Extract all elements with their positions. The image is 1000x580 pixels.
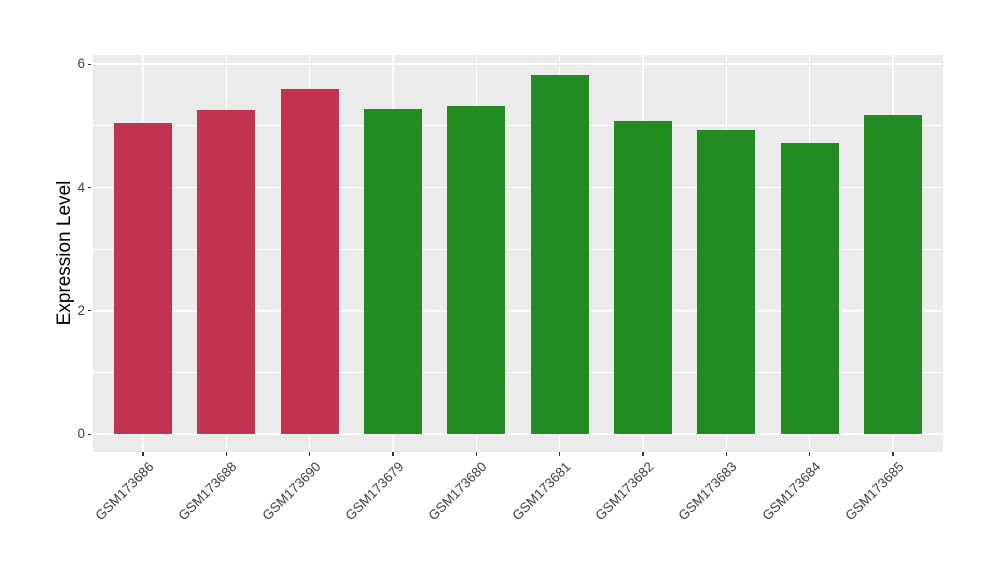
bar-GSM173685 (863, 115, 923, 435)
gridline-major-y (93, 186, 943, 189)
y-tick-mark (87, 433, 91, 435)
x-tick-mark (142, 452, 144, 456)
gridline-major-y (93, 433, 943, 435)
x-tick-mark (809, 452, 811, 456)
x-tick-mark (559, 452, 561, 456)
bar-GSM173690 (280, 88, 339, 435)
y-axis-title: Expression Level (54, 180, 75, 326)
bar-GSM173680 (447, 106, 506, 435)
y-tick-mark (87, 310, 91, 312)
y-tick-mark (87, 63, 91, 65)
bar-GSM173683 (697, 129, 756, 435)
x-tick-mark (725, 452, 727, 456)
y-tick-label: 6 (77, 56, 85, 72)
bar-GSM173688 (197, 110, 256, 435)
x-tick-mark (642, 452, 644, 456)
bar-GSM173681 (530, 75, 589, 435)
x-tick-mark (892, 452, 894, 456)
x-tick-mark (392, 452, 394, 456)
bar-GSM173679 (363, 109, 423, 435)
bar-GSM173684 (780, 143, 839, 435)
y-tick-label: 4 (77, 179, 85, 195)
gridline-major-y (93, 63, 943, 65)
gridline-major-y (93, 310, 943, 312)
x-tick-mark (309, 452, 311, 456)
y-tick-label: 2 (77, 302, 85, 318)
plot-panel (93, 55, 943, 452)
x-tick-mark (225, 452, 227, 456)
gridline-minor-y (93, 125, 943, 127)
gridline-minor-y (93, 248, 943, 250)
bar-GSM173682 (613, 120, 673, 435)
gridline-minor-y (93, 372, 943, 373)
x-tick-mark (475, 452, 477, 456)
bar-GSM173686 (113, 122, 173, 435)
y-tick-label: 0 (77, 426, 85, 442)
y-tick-mark (87, 186, 91, 189)
